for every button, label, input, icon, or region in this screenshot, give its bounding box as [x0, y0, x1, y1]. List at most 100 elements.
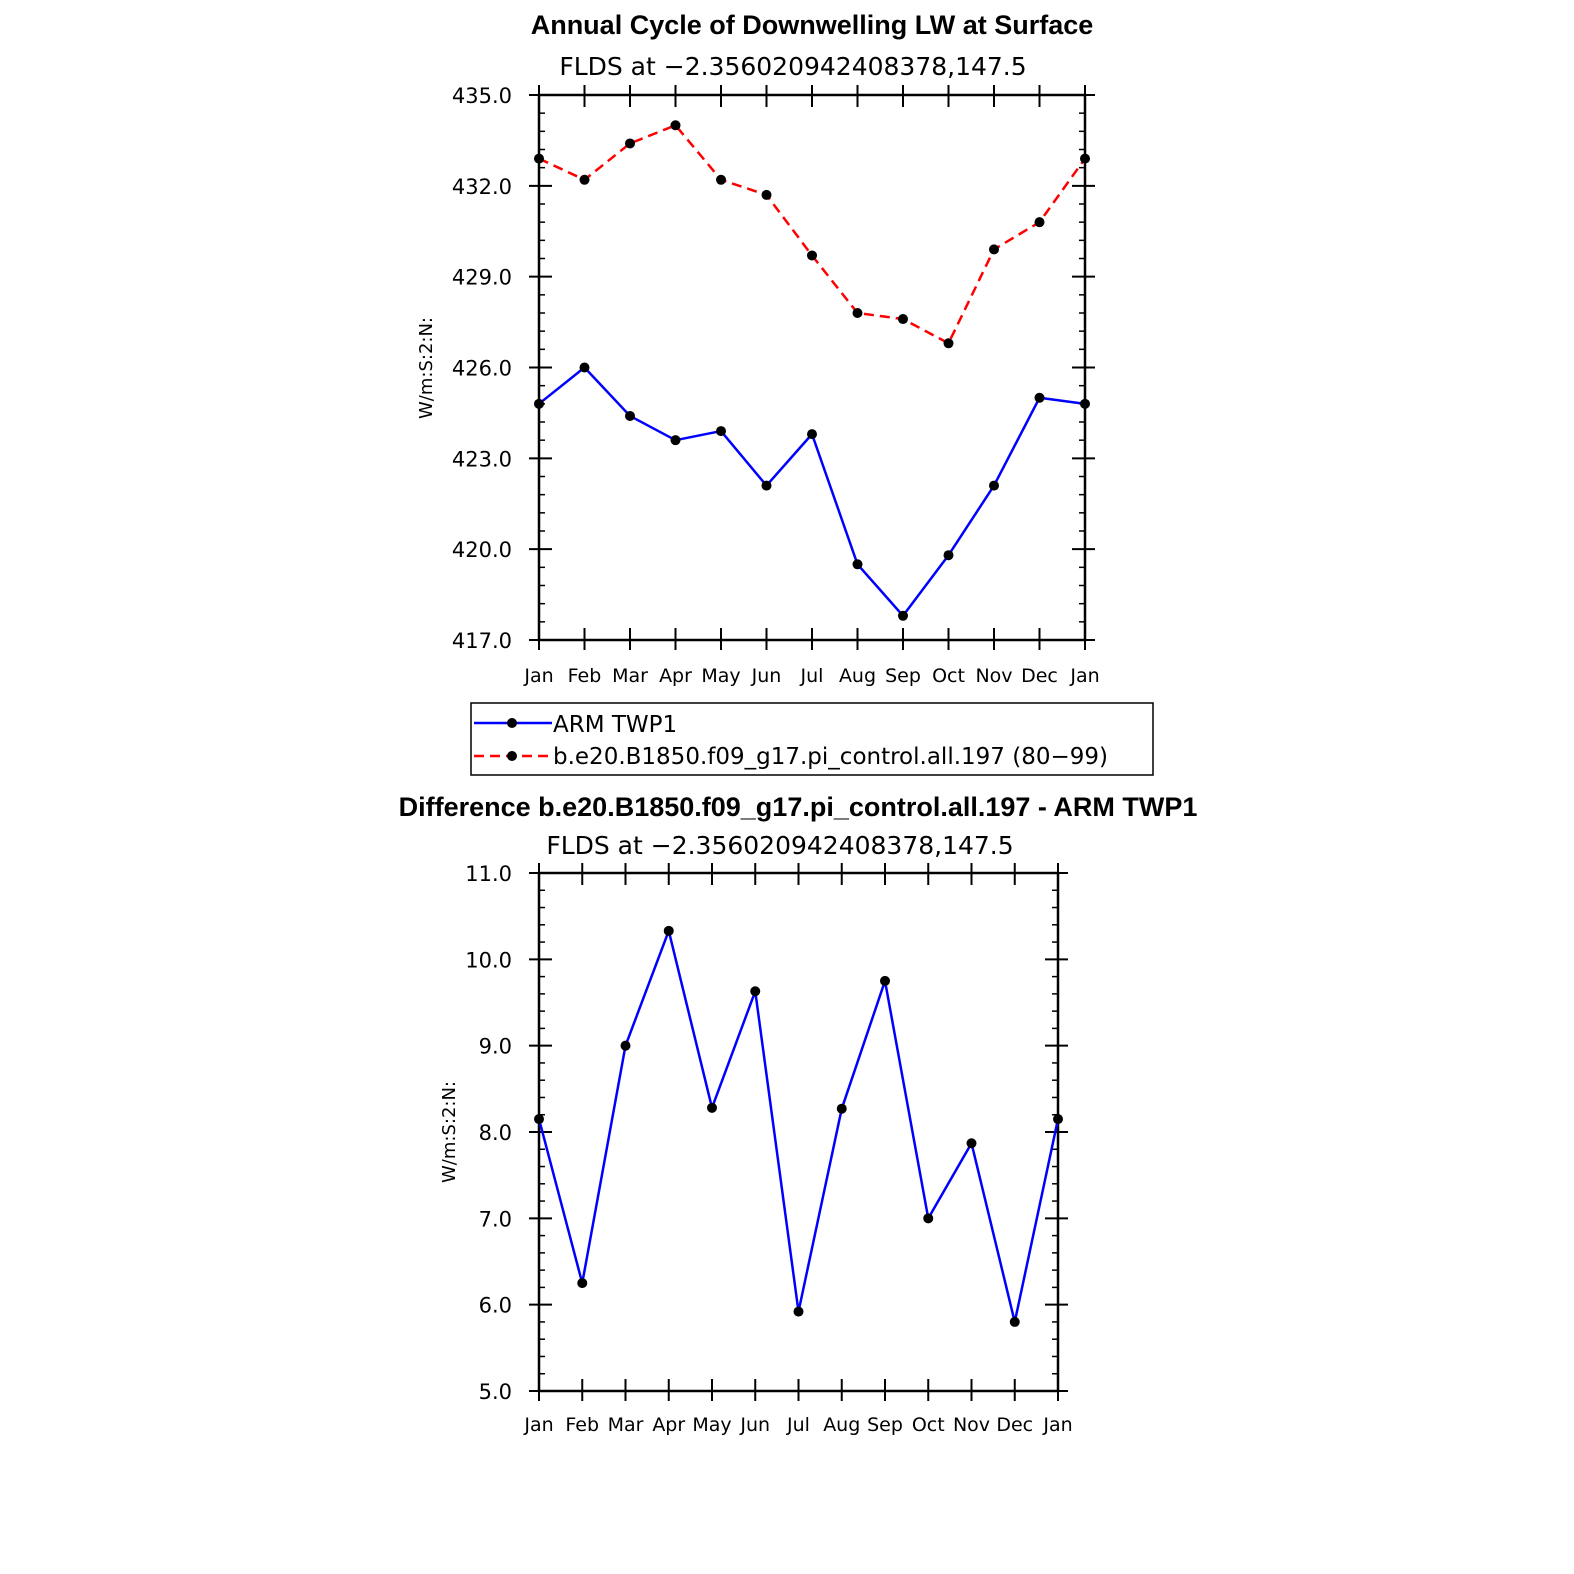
y-tick-label: 417.0	[452, 629, 512, 653]
y-tick-label: 420.0	[452, 538, 512, 562]
y-tick-label: 10.0	[465, 948, 512, 972]
data-point	[663, 925, 674, 936]
data-point	[716, 426, 726, 437]
data-point	[852, 559, 863, 570]
data-point	[943, 338, 954, 349]
plot-area: 5.0 6.0 7.0 8.0 9.0 10.0 11.0 Jan Feb Mar Apr May Ju…	[465, 862, 1072, 1436]
data-point	[989, 480, 999, 491]
data-point	[898, 610, 908, 621]
x-tick-label: Nov	[953, 1414, 990, 1436]
series-line-1	[538, 124, 1087, 345]
plot-frame	[537, 93, 1087, 642]
chart-difference: Difference b.e20.B1850.f09_g17.pi_contro…	[399, 792, 1198, 1436]
data-point	[793, 1306, 804, 1317]
plot-area: 417.0 420.0 423.0 426.0 429.0 432.0 435.0 Jan Fe…	[452, 84, 1100, 687]
data-point	[579, 174, 590, 185]
x-tick-label: Sep	[867, 1414, 903, 1436]
x-tick-label: Nov	[975, 665, 1012, 687]
data-point	[836, 1103, 847, 1114]
data-point	[761, 480, 772, 491]
data-point	[923, 1213, 934, 1224]
x-tick-label: Oct	[912, 1414, 945, 1436]
data-point	[716, 174, 726, 185]
data-point	[880, 975, 890, 986]
x-tick-label: Jan	[1069, 665, 1099, 687]
x-tick-label: Sep	[885, 665, 921, 687]
data-point	[807, 429, 817, 440]
x-tick-label: Feb	[568, 665, 602, 687]
data-point	[898, 314, 908, 325]
y-tick-label: 432.0	[452, 175, 512, 199]
x-tick-label: Jun	[739, 1414, 770, 1436]
x-tick-label: Dec	[1021, 665, 1058, 687]
data-point	[1034, 217, 1045, 228]
chart-subtitle: FLDS at −2.356020942408378,147.5	[546, 831, 1013, 860]
data-point	[625, 410, 635, 421]
legend-marker-arm	[507, 718, 517, 728]
x-tick-label: Jan	[523, 1414, 553, 1436]
x-tick-label: Mar	[608, 1414, 644, 1436]
data-point	[534, 398, 544, 409]
legend-label-model: b.e20.B1850.f09_g17.pi_control.all.197 (…	[553, 744, 1108, 770]
data-point	[620, 1040, 631, 1051]
x-tick-label: Aug	[823, 1414, 860, 1436]
chart-annual-cycle: Annual Cycle of Downwelling LW at Surfac…	[416, 10, 1100, 687]
data-point	[1080, 153, 1090, 164]
y-axis-title: W/m:S:2:N:	[416, 317, 437, 419]
x-tick-label: Dec	[996, 1414, 1033, 1436]
data-point	[579, 362, 590, 373]
data-point	[670, 435, 681, 446]
y-tick-label: 8.0	[479, 1121, 512, 1145]
series-line-0	[537, 929, 1060, 1324]
y-tick-label: 9.0	[479, 1035, 512, 1059]
y-tick-label: 429.0	[452, 266, 512, 290]
x-tick-label: Apr	[659, 665, 692, 687]
data-point	[1053, 1114, 1063, 1125]
x-tick-label: Jul	[800, 665, 824, 687]
x-tick-label: Oct	[932, 665, 965, 687]
series-line-0	[538, 366, 1086, 618]
x-tick-label: Jun	[751, 665, 782, 687]
x-tick-label: Jan	[523, 665, 553, 687]
y-tick-label: 7.0	[479, 1207, 512, 1231]
legend: ARM TWP1 b.e20.B1850.f09_g17.pi_control.…	[470, 702, 1154, 776]
x-tick-label: Aug	[839, 665, 876, 687]
x-tick-label: Mar	[612, 665, 648, 687]
data-point	[707, 1102, 717, 1113]
legend-label-arm: ARM TWP1	[553, 712, 677, 738]
x-tick-label: Feb	[565, 1414, 599, 1436]
data-point	[1009, 1316, 1020, 1327]
x-tick-label: May	[701, 665, 740, 687]
legend-box	[470, 702, 1154, 776]
x-tick-label: Apr	[652, 1414, 685, 1436]
y-tick-label: 6.0	[479, 1294, 512, 1318]
data-point	[966, 1138, 977, 1149]
data-point	[750, 986, 761, 997]
y-tick-label: 5.0	[479, 1380, 512, 1404]
data-point	[761, 189, 772, 200]
chart-subtitle: FLDS at −2.356020942408378,147.5	[559, 52, 1026, 81]
y-axis-title: W/m:S:2:N:	[439, 1081, 460, 1183]
y-tick-label: 423.0	[452, 447, 512, 471]
chart-title: Annual Cycle of Downwelling LW at Surfac…	[531, 10, 1094, 40]
data-point	[989, 244, 999, 255]
y-tick-label: 435.0	[452, 84, 512, 108]
x-tick-label: May	[692, 1414, 731, 1436]
data-point	[943, 550, 954, 561]
data-point	[534, 1114, 544, 1125]
legend-marker-model	[507, 751, 517, 761]
x-tick-label: Jan	[1042, 1414, 1072, 1436]
data-point	[807, 250, 817, 261]
data-point	[670, 120, 681, 131]
x-tick-label: Jul	[786, 1414, 810, 1436]
data-point	[625, 138, 635, 149]
data-point	[1034, 392, 1045, 403]
data-point	[852, 308, 863, 318]
data-point	[577, 1278, 588, 1289]
data-point	[1080, 398, 1090, 409]
data-point	[534, 153, 544, 164]
y-tick-label: 426.0	[452, 357, 512, 381]
chart-title: Difference b.e20.B1850.f09_g17.pi_contro…	[399, 792, 1198, 822]
y-tick-label: 11.0	[465, 862, 512, 886]
